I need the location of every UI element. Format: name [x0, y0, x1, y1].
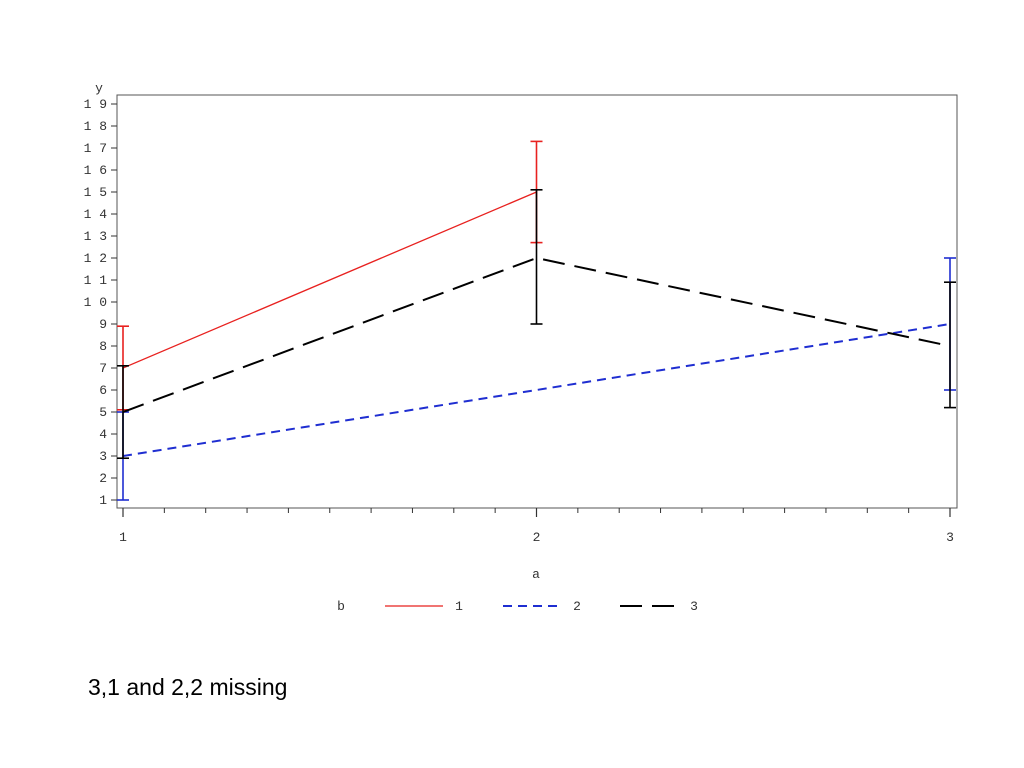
y-tick-label: 1 1 [84, 273, 108, 288]
x-axis-label: a [532, 567, 540, 582]
y-tick-label: 1 0 [84, 295, 107, 310]
x-tick-label: 3 [946, 530, 954, 545]
y-tick-label: 4 [99, 427, 107, 442]
y-tick-label: 9 [99, 317, 107, 332]
y-tick-label: 7 [99, 361, 107, 376]
legend-label-1: 1 [455, 599, 463, 614]
y-tick-label: 1 5 [84, 185, 107, 200]
y-axis-label: y [95, 81, 103, 96]
y-tick-label: 1 3 [84, 229, 107, 244]
interaction-plot: 1 2 3 4 5 6 7 8 9 1 0 1 1 1 2 1 3 1 4 1 5 1 6 1 7 1 8 1 9y… [84, 81, 958, 614]
x-tick-label: 2 [533, 530, 541, 545]
y-tick-label: 1 9 [84, 97, 107, 112]
y-tick-label: 8 [99, 339, 107, 354]
series-3 [117, 189, 956, 460]
y-tick-label: 1 8 [84, 119, 107, 134]
y-tick-label: 1 7 [84, 141, 107, 156]
y-tick-label: 3 [99, 449, 107, 464]
y-tick-label: 5 [99, 405, 107, 420]
y-tick-label: 1 6 [84, 163, 107, 178]
legend-title: b [337, 599, 345, 614]
y-tick-label: 2 [99, 471, 107, 486]
legend-label-3: 3 [690, 599, 698, 614]
series-line [122, 323, 951, 457]
y-tick-label: 1 [99, 493, 107, 508]
series-line [122, 191, 537, 369]
y-tick-label: 1 4 [84, 207, 108, 222]
y-tick-label: 1 2 [84, 251, 107, 266]
series-1 [117, 140, 543, 411]
legend-label-2: 2 [573, 599, 581, 614]
series-line [122, 256, 951, 413]
chart-caption: 3,1 and 2,2 missing [88, 674, 288, 700]
y-tick-label: 6 [99, 383, 107, 398]
x-tick-label: 1 [119, 530, 127, 545]
